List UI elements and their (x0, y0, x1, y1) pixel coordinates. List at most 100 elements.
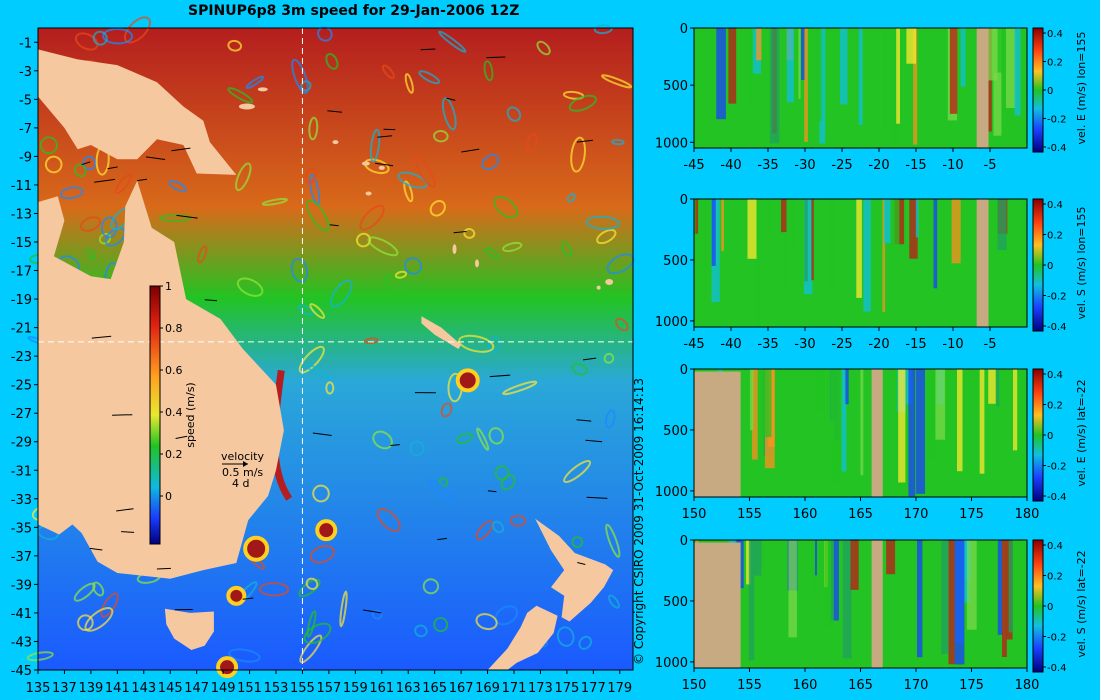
eddy-mark (197, 245, 208, 264)
land-new-zealand-north (535, 518, 614, 622)
x-tick-label: 149 (211, 681, 236, 696)
velocity-arrow (171, 147, 191, 152)
section-x-tick-label: 175 (959, 678, 984, 693)
land-island (596, 285, 601, 290)
eddy-mark (403, 180, 414, 203)
section-colorbar (1032, 27, 1044, 153)
velocity-arrow (89, 547, 103, 551)
eddy-mark (433, 129, 449, 143)
x-tick-label: 175 (554, 681, 579, 696)
section-y-tick-label: 1000 (655, 136, 688, 151)
velocity-arrow (363, 609, 382, 614)
section-stripe (804, 199, 808, 282)
section-x-tick-label: 155 (737, 507, 762, 522)
y-tick-label: -19 (11, 293, 32, 308)
y-tick-label: -9 (19, 150, 32, 165)
section-stripe (798, 28, 801, 99)
eddy-mark (73, 163, 87, 178)
velocity-legend-arrowhead (243, 461, 248, 467)
eddy-mark (26, 651, 54, 662)
section-stripe (749, 369, 754, 431)
eddy-mark (605, 523, 621, 558)
section-stripe (886, 540, 896, 575)
velocity-legend-speed: 0.5 m/s (222, 466, 263, 479)
section-x-tick-label: -45 (683, 337, 704, 352)
section-stripe (988, 369, 996, 404)
section-stripe (830, 540, 839, 621)
section-stripe (695, 199, 699, 234)
section-y-tick-label: 1000 (655, 315, 688, 330)
eddy-mark (359, 204, 385, 231)
section-stripe (908, 369, 916, 497)
land-island (474, 259, 479, 268)
eddy-mark (92, 581, 105, 597)
section-colorbar (1032, 539, 1044, 673)
section-y-tick-label: 0 (680, 363, 688, 378)
section-colorbar-label: vel. E (m/s) lon=155 (1075, 32, 1088, 145)
section-stripe (769, 28, 780, 144)
x-tick-label: 145 (158, 681, 183, 696)
eddy-ring (315, 519, 338, 542)
eddy-mark (168, 179, 188, 193)
velocity-arrow (390, 444, 400, 446)
y-tick-label: -1 (19, 36, 32, 51)
map-frame (37, 27, 634, 671)
x-tick-label: 137 (52, 681, 77, 696)
section-stripe (711, 199, 716, 266)
eddy-mark (114, 173, 132, 195)
section-x-tick-label: 175 (959, 507, 984, 522)
eddy-mark (429, 200, 446, 217)
velocity-arrow (377, 135, 393, 138)
eddy-mark (245, 75, 265, 89)
section-stripe (811, 199, 814, 281)
eddy-mark (493, 196, 519, 219)
velocity-arrow (121, 531, 135, 533)
x-tick-label: 171 (502, 681, 527, 696)
section-colorbar-tick-label: 0 (1047, 602, 1053, 613)
section-stripe (954, 540, 965, 665)
eddy-mark (79, 216, 102, 232)
y-tick-label: -5 (19, 93, 32, 108)
section-colorbar-tick-label: 0.2 (1047, 401, 1063, 412)
colorbar-tick-label: 0.8 (165, 322, 183, 335)
section-land (976, 199, 989, 327)
section-land (694, 542, 741, 668)
eddy-mark (227, 39, 243, 52)
section-colorbar-tick-label: -0.2 (1047, 292, 1067, 303)
section-colorbar-tick-label: 0.2 (1047, 231, 1063, 242)
x-tick-label: 135 (26, 681, 51, 696)
eddy-mark (566, 192, 576, 203)
y-tick-label: -3 (19, 65, 32, 80)
x-tick-label: 167 (449, 681, 474, 696)
section-colorbar-tick-label: -0.4 (1047, 322, 1067, 333)
section-stripe (841, 369, 847, 472)
eddy-mark (476, 427, 490, 451)
section-stripe (788, 540, 797, 638)
section-y-tick-label: 500 (663, 254, 688, 269)
velocity-arrow (582, 357, 597, 361)
eddy-mark (428, 479, 457, 505)
eddy-ring (226, 585, 247, 606)
section-stripe (786, 28, 794, 103)
section-frame (693, 198, 1028, 328)
section-stripe (890, 199, 900, 246)
eddy-mark (74, 32, 99, 51)
eddy-ring (216, 656, 239, 679)
section-colorbar-tick-label: 0 (1047, 86, 1053, 97)
x-tick-label: 153 (264, 681, 289, 696)
velocity-arrow (175, 435, 188, 439)
section-x-tick-label: -40 (720, 337, 741, 352)
eddy-mark (86, 248, 96, 261)
section-stripe (814, 369, 824, 411)
section-stripe (996, 369, 1000, 407)
eddy-mark (526, 132, 538, 153)
land-island (605, 278, 614, 285)
section-land (694, 371, 741, 497)
y-tick-label: -21 (11, 322, 32, 337)
eddy-mark (305, 167, 318, 184)
velocity-arrow (327, 110, 343, 113)
section-stripe (754, 199, 760, 327)
section-x-tick-label: 160 (793, 678, 818, 693)
velocity-arrow (145, 156, 166, 160)
eddy-ring (243, 535, 270, 562)
